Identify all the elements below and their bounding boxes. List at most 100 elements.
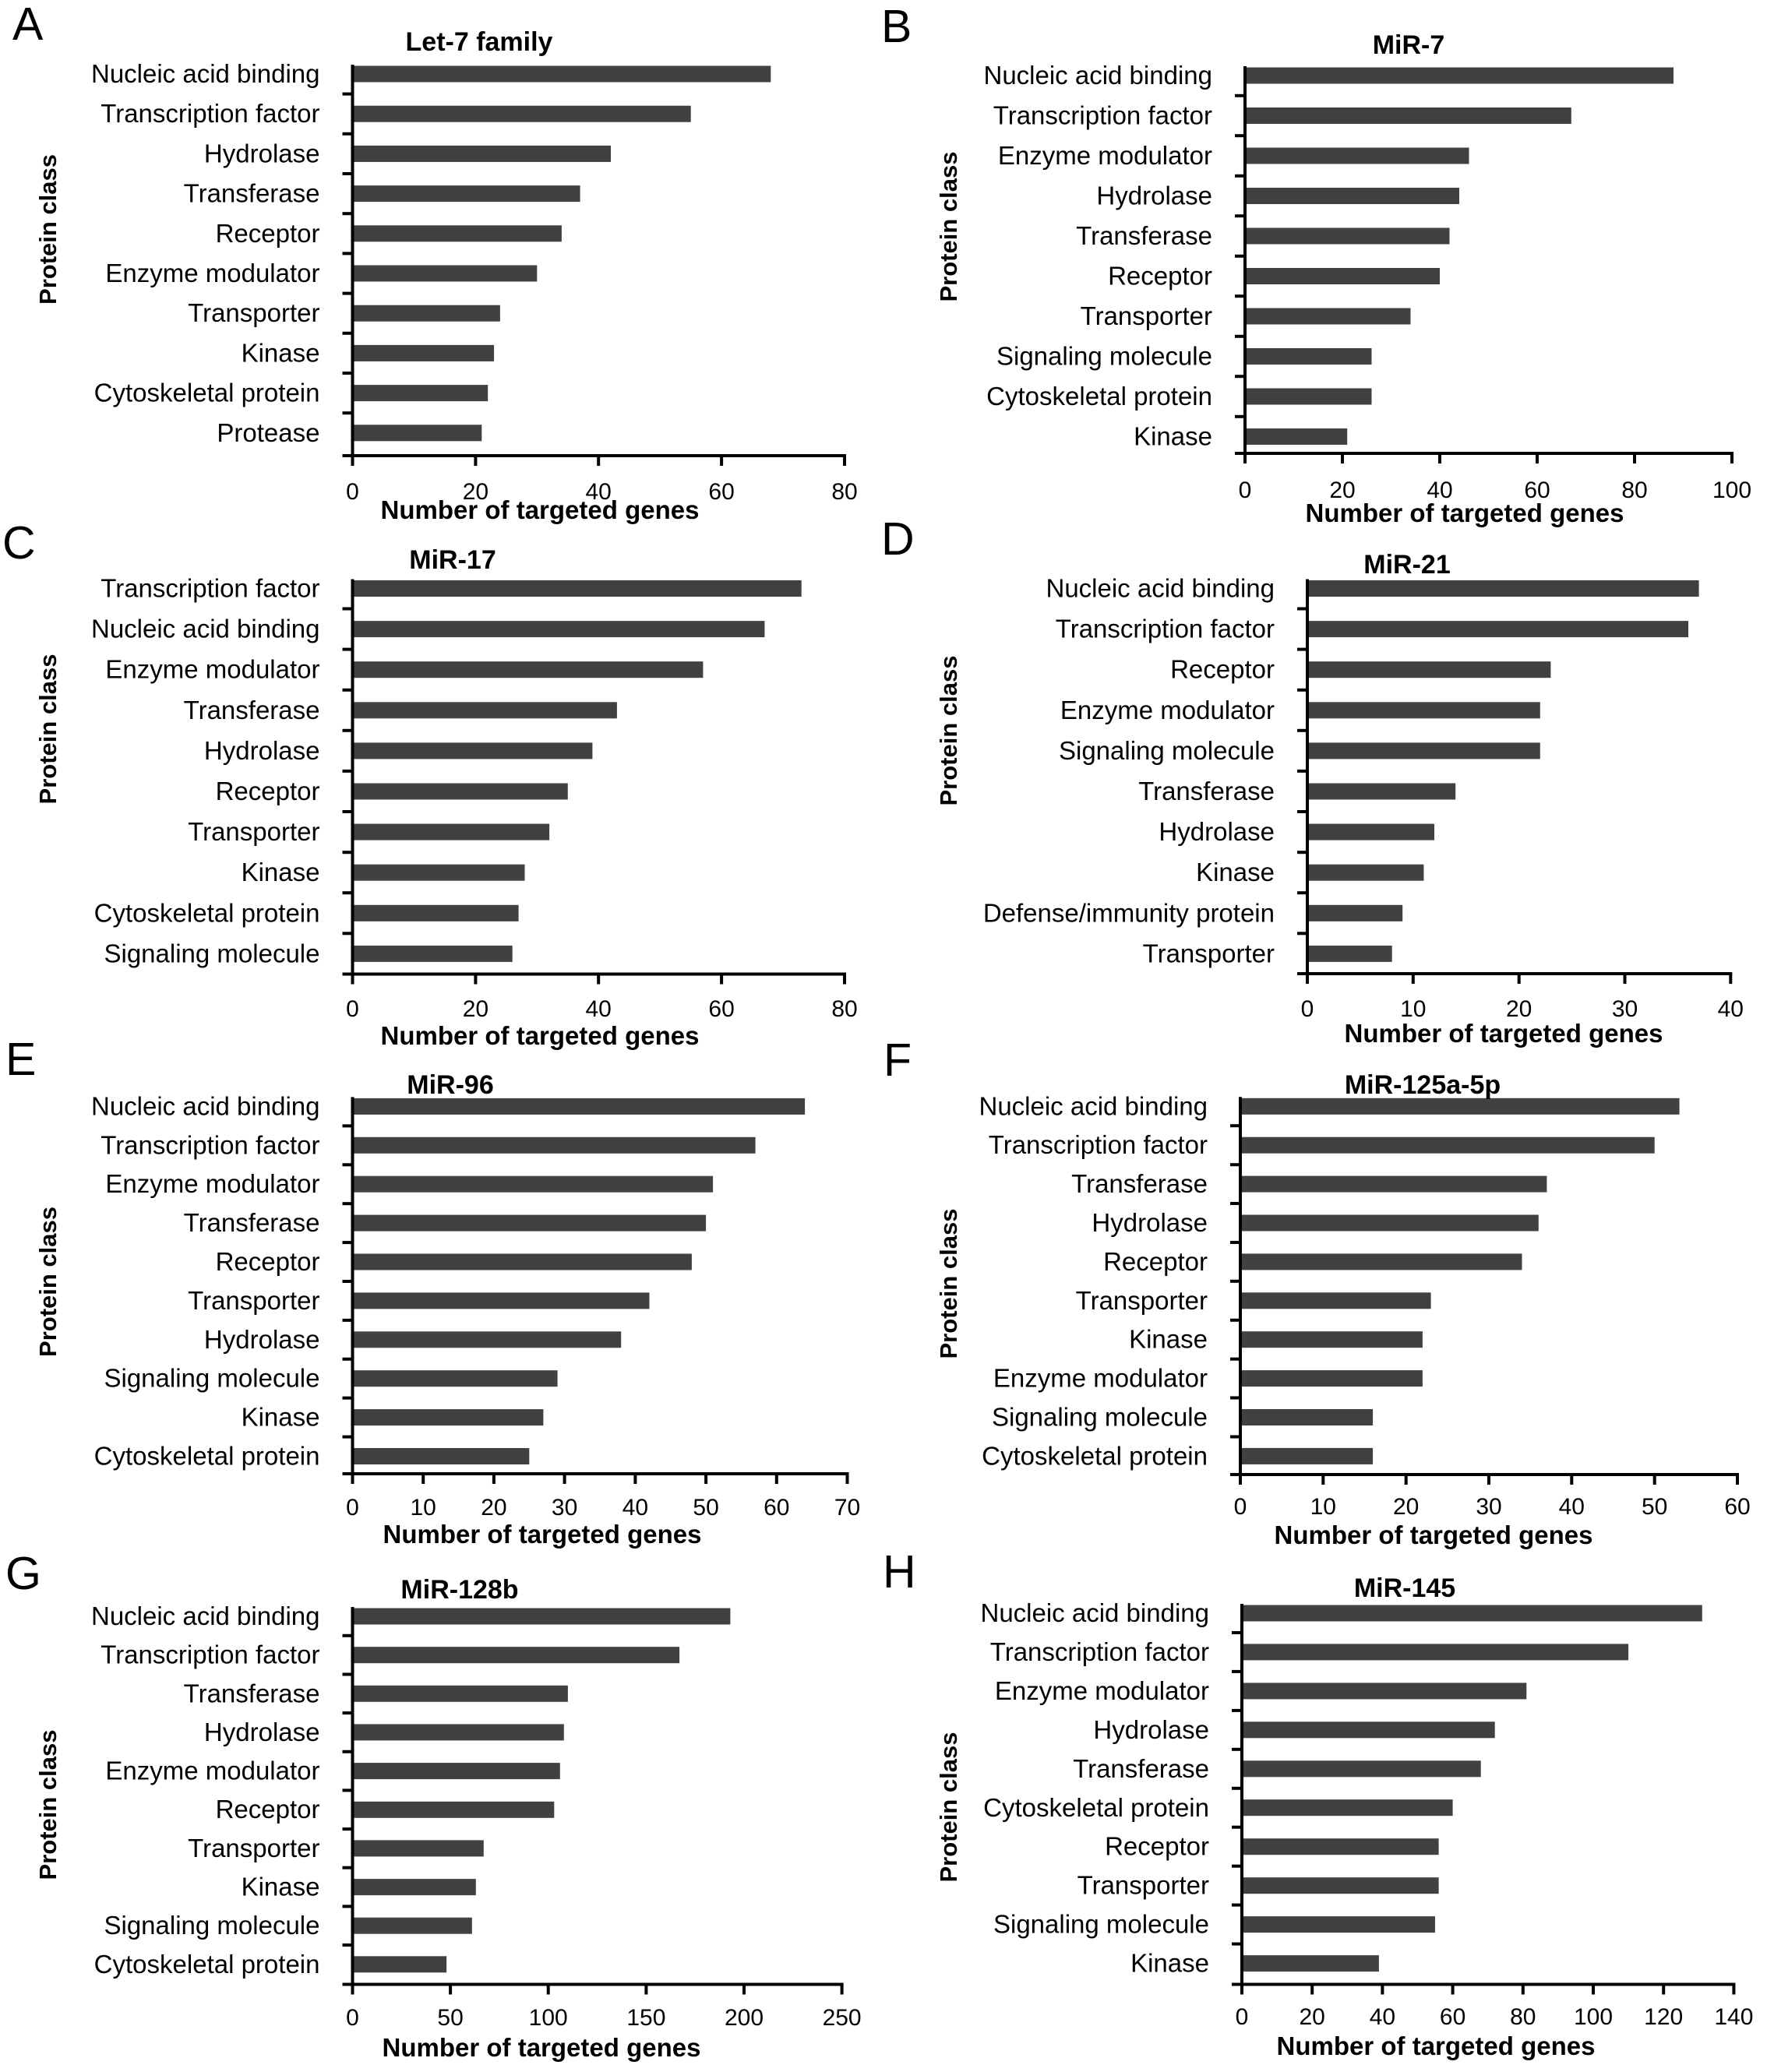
svg-text:Hydrolase: Hydrolase: [204, 1325, 320, 1354]
svg-text:0: 0: [1234, 1494, 1247, 1520]
svg-text:20: 20: [1329, 477, 1355, 503]
svg-text:100: 100: [529, 2005, 568, 2031]
svg-text:10: 10: [411, 1495, 436, 1521]
svg-text:C: C: [2, 517, 36, 569]
svg-text:140: 140: [1714, 2004, 1753, 2030]
svg-text:Signaling molecule: Signaling molecule: [104, 1364, 319, 1393]
svg-text:Enzyme modulator: Enzyme modulator: [995, 1676, 1209, 1705]
svg-text:Kinase: Kinase: [242, 1403, 320, 1432]
svg-text:250: 250: [823, 2005, 862, 2031]
svg-text:Receptor: Receptor: [216, 777, 320, 805]
svg-text:Enzyme modulator: Enzyme modulator: [105, 655, 319, 684]
svg-text:Receptor: Receptor: [216, 1247, 320, 1276]
svg-text:Hydrolase: Hydrolase: [1096, 181, 1212, 210]
svg-text:Signaling molecule: Signaling molecule: [1059, 736, 1275, 765]
svg-text:60: 60: [1724, 1494, 1750, 1520]
svg-text:Receptor: Receptor: [1108, 262, 1212, 291]
svg-text:Number of targeted genes: Number of targeted genes: [1275, 1521, 1593, 1549]
svg-text:Defense/immunity protein: Defense/immunity protein: [983, 898, 1275, 927]
svg-text:D: D: [881, 513, 915, 565]
svg-text:Transcription factor: Transcription factor: [101, 99, 319, 128]
svg-text:Cytoskeletal protein: Cytoskeletal protein: [94, 1442, 320, 1471]
svg-text:Cytoskeletal protein: Cytoskeletal protein: [94, 379, 320, 407]
svg-text:30: 30: [552, 1495, 577, 1521]
svg-text:Receptor: Receptor: [216, 219, 320, 248]
svg-text:40: 40: [1559, 1494, 1585, 1520]
svg-text:60: 60: [764, 1495, 789, 1521]
svg-text:60: 60: [1524, 477, 1550, 503]
svg-text:Protein class: Protein class: [34, 654, 62, 805]
svg-text:100: 100: [1712, 477, 1751, 503]
svg-text:Hydrolase: Hydrolase: [204, 139, 320, 167]
svg-text:Enzyme modulator: Enzyme modulator: [993, 1364, 1208, 1393]
svg-text:MiR-7: MiR-7: [1373, 30, 1445, 60]
svg-text:Protein class: Protein class: [34, 1730, 62, 1880]
svg-text:Number of targeted genes: Number of targeted genes: [383, 2033, 701, 2062]
svg-text:Kinase: Kinase: [242, 858, 320, 886]
svg-text:80: 80: [831, 479, 857, 505]
svg-text:Nucleic acid binding: Nucleic acid binding: [983, 61, 1212, 90]
svg-text:Transporter: Transporter: [188, 817, 319, 846]
svg-text:Nucleic acid binding: Nucleic acid binding: [979, 1091, 1208, 1120]
svg-text:Number of targeted genes: Number of targeted genes: [381, 495, 700, 524]
svg-text:Transferase: Transferase: [1073, 1754, 1209, 1783]
svg-text:Cytoskeletal protein: Cytoskeletal protein: [983, 1793, 1209, 1822]
svg-text:Nucleic acid binding: Nucleic acid binding: [91, 1091, 320, 1120]
svg-text:50: 50: [1642, 1494, 1667, 1520]
svg-text:A: A: [12, 0, 44, 50]
svg-text:50: 50: [437, 2005, 463, 2031]
svg-text:MiR-96: MiR-96: [407, 1070, 493, 1100]
svg-text:Enzyme modulator: Enzyme modulator: [105, 1757, 319, 1785]
svg-text:40: 40: [623, 1495, 648, 1521]
svg-text:20: 20: [463, 479, 488, 505]
svg-text:Transporter: Transporter: [1081, 301, 1212, 330]
svg-text:Receptor: Receptor: [1170, 655, 1275, 684]
svg-text:50: 50: [693, 1495, 718, 1521]
svg-text:60: 60: [708, 479, 734, 505]
svg-text:30: 30: [1476, 1494, 1501, 1520]
svg-text:Hydrolase: Hydrolase: [204, 1718, 320, 1746]
svg-text:20: 20: [481, 1495, 506, 1521]
svg-text:Signaling molecule: Signaling molecule: [993, 1910, 1209, 1939]
svg-text:Kinase: Kinase: [242, 1873, 320, 1901]
svg-text:Let-7 family: Let-7 family: [406, 27, 553, 57]
svg-text:0: 0: [1239, 477, 1252, 503]
svg-text:20: 20: [1506, 996, 1532, 1022]
svg-text:Number of targeted genes: Number of targeted genes: [1345, 1019, 1663, 1048]
svg-text:Kinase: Kinase: [1134, 422, 1212, 451]
svg-text:20: 20: [463, 996, 488, 1022]
svg-text:Transcription factor: Transcription factor: [990, 1637, 1209, 1666]
svg-text:Transferase: Transferase: [1138, 777, 1275, 805]
svg-text:Transferase: Transferase: [1076, 221, 1212, 250]
svg-text:Protein class: Protein class: [935, 1732, 962, 1883]
svg-text:20: 20: [1300, 2004, 1325, 2030]
svg-text:Kinase: Kinase: [1129, 1325, 1208, 1354]
svg-text:10: 10: [1310, 1494, 1336, 1520]
svg-text:Nucleic acid binding: Nucleic acid binding: [1046, 574, 1275, 603]
svg-text:Protein class: Protein class: [34, 154, 62, 305]
svg-text:60: 60: [1440, 2004, 1465, 2030]
svg-text:Transferase: Transferase: [184, 1208, 320, 1237]
svg-text:Transferase: Transferase: [1071, 1169, 1208, 1198]
svg-text:200: 200: [725, 2005, 764, 2031]
svg-text:Transcription factor: Transcription factor: [1056, 615, 1275, 643]
svg-text:MiR-17: MiR-17: [409, 545, 496, 575]
svg-text:Cytoskeletal protein: Cytoskeletal protein: [986, 382, 1212, 411]
svg-text:20: 20: [1393, 1494, 1419, 1520]
svg-text:30: 30: [1612, 996, 1638, 1022]
svg-text:100: 100: [1574, 2004, 1613, 2030]
svg-text:Transferase: Transferase: [184, 1679, 320, 1707]
svg-text:Signaling molecule: Signaling molecule: [992, 1403, 1208, 1432]
svg-text:H: H: [883, 1546, 916, 1598]
svg-text:Transcription factor: Transcription factor: [993, 101, 1212, 130]
svg-text:Transcription factor: Transcription factor: [101, 1130, 319, 1159]
svg-text:Cytoskeletal protein: Cytoskeletal protein: [94, 1950, 320, 1979]
svg-text:Protease: Protease: [217, 418, 319, 447]
svg-text:80: 80: [1510, 2004, 1536, 2030]
svg-text:40: 40: [1718, 996, 1744, 1022]
svg-text:Signaling molecule: Signaling molecule: [104, 939, 319, 967]
svg-text:Hydrolase: Hydrolase: [1092, 1208, 1208, 1237]
svg-text:Protein class: Protein class: [34, 1207, 62, 1357]
svg-text:Nucleic acid binding: Nucleic acid binding: [91, 59, 320, 88]
svg-text:Protein class: Protein class: [935, 152, 962, 302]
